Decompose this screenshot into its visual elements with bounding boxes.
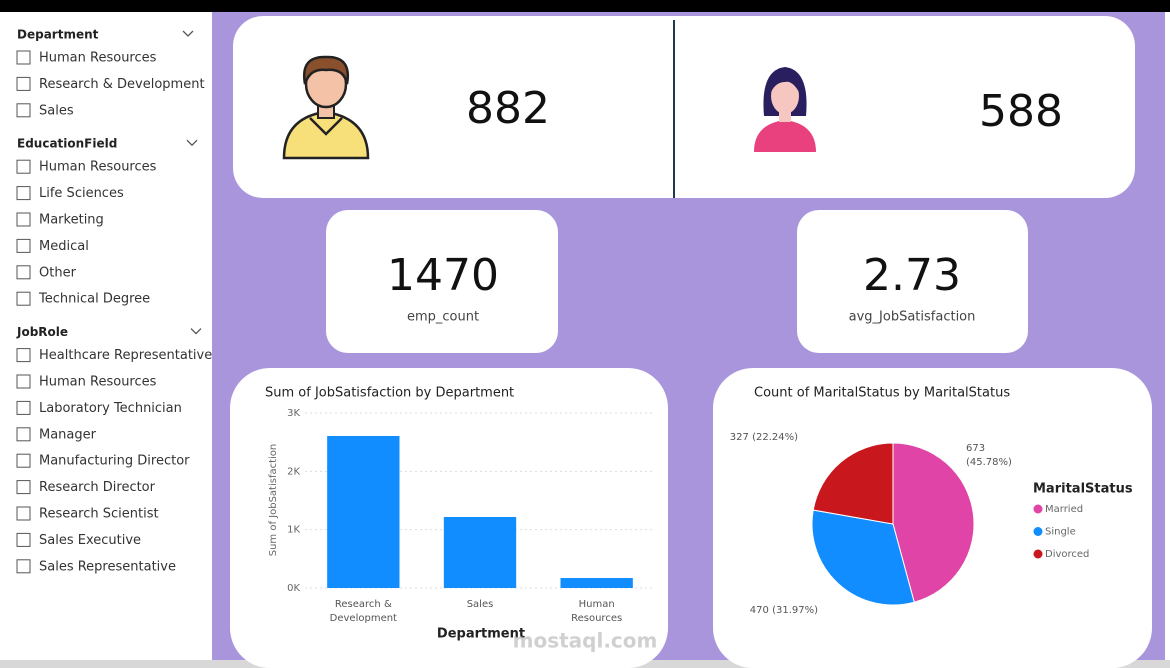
pie-slice [811,509,915,606]
checkbox[interactable] [16,348,31,363]
slicer-item[interactable]: Healthcare Representative [39,348,212,363]
slicer-item[interactable]: Human Resources [39,160,157,175]
slicer-item[interactable]: Other [39,265,77,280]
checkbox[interactable] [16,480,31,495]
slicer-item[interactable]: Life Sciences [39,186,124,201]
checkbox[interactable] [16,400,31,415]
x-axis-title: Department [437,627,525,642]
pie-slice [812,442,894,525]
legend-swatch [1033,527,1043,536]
card-label: avg_JobSatisfaction [849,310,976,325]
checkbox[interactable] [16,186,31,201]
data-label: 327 (22.24%) [729,432,798,443]
data-label: 470 (31.97%) [749,605,818,616]
legend-label: Single [1045,527,1076,538]
data-label-box: 673 (45.78%) [966,443,1012,468]
legend-label: Divorced [1045,549,1089,560]
y-axis-title: Sum of JobSatisfaction [268,444,279,557]
slicer-title: Department [17,28,99,42]
slicer-item[interactable]: Sales Representative [39,559,176,574]
avg-card [797,210,1028,353]
emp-card [326,210,558,353]
slicer-item[interactable]: Manager [39,427,97,442]
card-value: 1470 [387,250,499,301]
slicer-item[interactable]: Human Resources [39,51,157,66]
watermark: mostaql.com [513,629,658,653]
slicer-item[interactable]: Marketing [39,213,104,228]
y-tick-label: 1K [287,525,300,536]
x-tick-label: Sales [466,599,494,610]
slicer-title: JobRole [16,325,68,339]
slicer-item[interactable]: Medical [39,239,89,254]
slicer-item[interactable]: Research Scientist [39,507,159,522]
slicer-item[interactable]: Laboratory Technician [39,401,182,416]
checkbox[interactable] [16,76,31,91]
bar [327,435,400,588]
slicer-panel: Department Human Resources Research & Deve… [16,28,212,575]
checkbox[interactable] [16,212,31,227]
legend-label: Married [1045,504,1083,515]
slicer-item[interactable]: Human Resources [39,375,157,390]
slicer-item[interactable]: Manufacturing Director [39,454,190,469]
bar [560,578,633,588]
checkbox[interactable] [16,559,31,574]
slicer-title: EducationField [17,137,117,151]
x-tick-label: Research & Development [329,599,397,624]
x-tick-label-box: Human Resources [571,599,623,624]
x-tick-label-box: Research & Development [329,599,397,624]
legend-swatch [1033,504,1043,514]
female-count: 588 [979,86,1063,137]
card-label: emp_count [407,310,479,325]
chart-title: Count of MaritalStatus by MaritalStatus [754,386,1010,401]
checkbox[interactable] [16,291,31,306]
slicer-item[interactable]: Research & Development [39,77,205,92]
checkbox[interactable] [16,238,31,253]
data-label-box: 327 (22.24%) [729,432,798,443]
checkbox[interactable] [16,159,31,174]
data-label-box: 470 (31.97%) [749,605,818,616]
checkbox[interactable] [16,506,31,521]
checkbox[interactable] [16,453,31,468]
checkbox[interactable] [16,103,31,118]
chevron [186,139,198,147]
card-value: 2.73 [863,250,961,301]
legend-swatch [1033,549,1043,559]
male-icon [282,55,370,160]
y-tick-label: 2K [287,466,300,477]
checkbox[interactable] [16,374,31,389]
y-tick-label: 0K [287,583,300,594]
chart-title: Sum of JobSatisfaction by Department [265,386,514,401]
chevron [182,30,194,37]
charts: Sum of JobSatisfaction by Department Sum … [265,386,1133,642]
slicer-item[interactable]: Technical Degree [38,292,150,307]
gender-card [233,16,1135,198]
checkbox[interactable] [16,532,31,547]
x-tick-label: Human Resources [571,599,623,624]
male-count: 882 [466,83,550,134]
slicer-item[interactable]: Research Director [39,480,156,495]
y-tick-label: 3K [287,408,300,419]
data-label: 673 (45.78%) [966,443,1012,468]
slicer-item[interactable]: Sales [39,103,74,118]
checkbox[interactable] [16,50,31,65]
checkbox[interactable] [16,265,31,280]
chevron [190,328,202,335]
checkbox[interactable] [16,427,31,442]
legend-title: MaritalStatus [1033,482,1133,497]
bar [443,517,517,588]
x-tick-label-box: Sales [466,599,494,610]
female-icon [754,67,816,152]
slicer-item[interactable]: Sales Executive [39,533,141,548]
pie-slice [892,442,975,603]
